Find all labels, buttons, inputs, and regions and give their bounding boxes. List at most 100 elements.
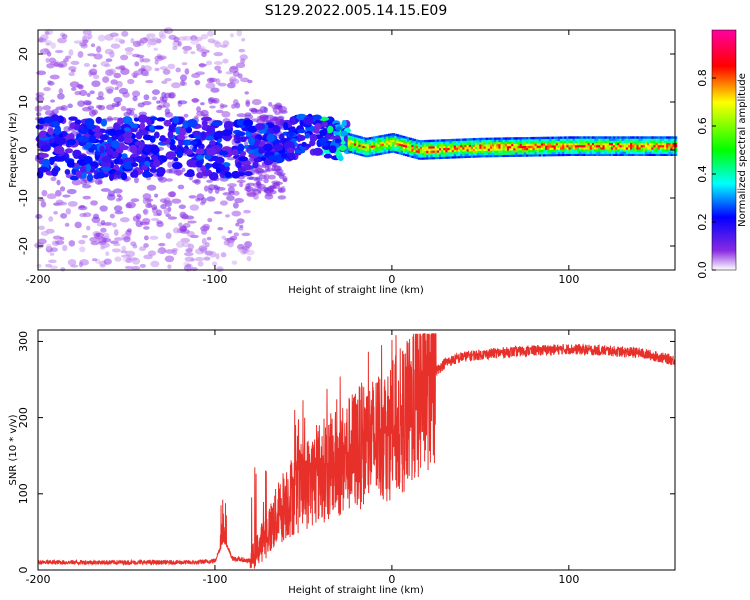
heatmap-cell (617, 144, 620, 148)
heatmap-cell (106, 147, 114, 156)
heatmap-cell (472, 155, 476, 158)
heatmap-cell (566, 147, 569, 150)
heatmap-cell (358, 142, 361, 145)
heatmap-cell (589, 149, 593, 152)
heatmap-cell (555, 149, 559, 152)
heatmap-cell (407, 147, 410, 151)
heatmap-cell (227, 230, 233, 234)
heatmap-cell (87, 53, 96, 57)
heatmap-cell (540, 151, 544, 155)
heatmap-cell (411, 142, 414, 145)
heatmap-cell (84, 101, 92, 106)
heatmap-cell (428, 150, 431, 153)
heatmap-cell (559, 153, 563, 157)
spectrogram-xtick-label: -100 (202, 273, 227, 286)
heatmap-cell (68, 49, 74, 56)
heatmap-cell (430, 141, 434, 145)
heatmap-cell (462, 155, 465, 159)
heatmap-cell (625, 138, 629, 141)
heatmap-cell (492, 144, 495, 147)
heatmap-cell (190, 38, 200, 45)
spectrogram-xtick-label: -200 (26, 273, 51, 286)
heatmap-cell (239, 150, 247, 157)
heatmap-cell (553, 140, 557, 144)
heatmap-cell (615, 136, 618, 139)
heatmap-cell (181, 214, 189, 220)
heatmap-cell (192, 130, 202, 136)
heatmap-cell (139, 263, 146, 268)
heatmap-cell (419, 157, 423, 160)
heatmap-cell (557, 153, 561, 157)
heatmap-cell (132, 53, 141, 58)
heatmap-cell (634, 140, 637, 144)
heatmap-cell (466, 140, 470, 143)
heatmap-cell (659, 142, 663, 146)
heatmap-cell (172, 45, 178, 51)
heatmap-cell (674, 153, 678, 156)
heatmap-cell (211, 121, 223, 127)
heatmap-cell (485, 141, 489, 145)
heatmap-cell (156, 220, 163, 224)
heatmap-cell (649, 153, 652, 156)
heatmap-cell (120, 172, 128, 181)
heatmap-cell (498, 152, 502, 155)
heatmap-cell (657, 144, 661, 148)
snr-xlabel: Height of straight line (km) (288, 585, 424, 596)
heatmap-cell (263, 173, 270, 180)
heatmap-cell (323, 153, 333, 159)
heatmap-cell (466, 153, 470, 156)
heatmap-cell (90, 241, 100, 246)
heatmap-cell (124, 47, 134, 52)
heatmap-cell (368, 143, 372, 146)
heatmap-cell (453, 147, 457, 150)
heatmap-cell (634, 136, 637, 139)
heatmap-cell (564, 151, 567, 154)
heatmap-cell (379, 152, 383, 155)
heatmap-cell (161, 80, 168, 85)
heatmap-cell (502, 148, 506, 151)
heatmap-cell (180, 237, 191, 243)
heatmap-cell (419, 140, 423, 143)
heatmap-cell (204, 241, 210, 248)
heatmap-cell (536, 149, 540, 153)
heatmap-cell (404, 145, 408, 148)
heatmap-cell (434, 152, 438, 155)
heatmap-cell (570, 147, 574, 150)
heatmap-cell (91, 80, 101, 88)
heatmap-cell (79, 42, 88, 47)
heatmap-cell (360, 149, 363, 152)
heatmap-cell (200, 33, 209, 40)
heatmap-cell (589, 138, 593, 141)
heatmap-cell (64, 222, 70, 227)
heatmap-cell (519, 139, 523, 142)
heatmap-cell (602, 149, 606, 152)
heatmap-cell (477, 144, 480, 147)
heatmap-cell (360, 140, 363, 144)
heatmap-cell (371, 154, 374, 157)
heatmap-cell (373, 147, 376, 150)
heatmap-cell (542, 141, 546, 144)
heatmap-cell (655, 140, 659, 144)
heatmap-cell (131, 257, 141, 265)
heatmap-cell (455, 143, 459, 146)
heatmap-cell (625, 151, 629, 154)
heatmap-cell (579, 151, 582, 154)
heatmap-cell (583, 144, 586, 148)
heatmap-cell (68, 66, 77, 71)
spectrogram-xtick-label: 0 (388, 273, 395, 286)
heatmap-cell (208, 171, 219, 181)
heatmap-cell (651, 149, 654, 152)
heatmap-cell (627, 142, 631, 146)
heatmap-cell (219, 103, 225, 110)
heatmap-cell (64, 169, 71, 175)
heatmap-cell (600, 140, 603, 144)
heatmap-cell (54, 49, 64, 54)
heatmap-cell (517, 150, 521, 153)
heatmap-cell (81, 183, 92, 189)
heatmap-cell (182, 35, 193, 41)
heatmap-cell (487, 150, 491, 153)
heatmap-cell (162, 102, 171, 109)
heatmap-cell (664, 149, 667, 152)
heatmap-cell (545, 141, 548, 144)
heatmap-cell (375, 135, 378, 139)
